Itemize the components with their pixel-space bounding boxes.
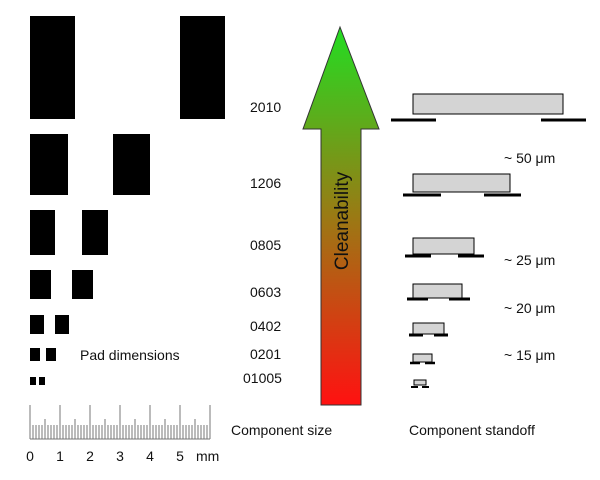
pad-left	[30, 16, 75, 119]
standoff-view-0603	[407, 283, 470, 301]
component-body	[412, 237, 475, 255]
standoff-values: ~ 50 μm ~ 25 μm ~ 20 μm ~ 15 μm	[504, 150, 555, 363]
standoff-value: ~ 15 μm	[504, 347, 555, 363]
pad-left	[30, 134, 68, 195]
standoff-view-2010	[391, 93, 586, 122]
component-size-label: Component size	[231, 422, 332, 438]
pad-footprints	[30, 16, 225, 385]
component-body	[412, 353, 433, 363]
standoff-view-1206	[403, 173, 521, 197]
component-body	[413, 379, 427, 386]
pad-dimensions-label: Pad dimensions	[80, 347, 180, 363]
size-label-0603: 0603	[250, 284, 281, 300]
standoff-view-01005	[411, 379, 429, 388]
pad-right	[180, 16, 225, 119]
pad-pair-0201	[30, 348, 56, 361]
pad-pair-0402	[30, 315, 69, 334]
standoff-view-0201	[410, 353, 435, 365]
pad-right	[82, 210, 108, 255]
pad-right	[72, 270, 93, 299]
size-label-0201: 0201	[250, 346, 281, 362]
pad-pair-0805	[30, 210, 108, 255]
component-body	[412, 283, 463, 299]
pad-left	[30, 315, 44, 334]
component-size-labels: 2010 1206 0805 0603 0402 0201 01005	[243, 99, 282, 386]
ruler-unit-label: mm	[196, 448, 219, 464]
size-label-01005: 01005	[243, 370, 282, 386]
standoff-value: ~ 50 μm	[504, 150, 555, 166]
component-body	[412, 93, 564, 115]
size-label-2010: 2010	[250, 99, 281, 115]
ruler-tick-label: 4	[146, 448, 154, 464]
standoff-value: ~ 25 μm	[504, 252, 555, 268]
pad-pair-01005	[30, 377, 45, 385]
ruler-tick-label: 2	[86, 448, 94, 464]
pad-left	[30, 270, 51, 299]
component-standoff-label: Component standoff	[409, 422, 535, 438]
standoff-views	[391, 93, 586, 388]
ruler-tick-label: 5	[176, 448, 184, 464]
size-label-0805: 0805	[250, 237, 281, 253]
pad-left	[30, 377, 36, 385]
standoff-view-0402	[409, 322, 448, 337]
size-label-0402: 0402	[250, 318, 281, 334]
pad-right	[55, 315, 69, 334]
ruler-tick-label: 3	[116, 448, 124, 464]
pad-left	[30, 348, 40, 361]
pad-left	[30, 210, 55, 255]
component-body	[412, 322, 445, 335]
ruler-labels: 0 1 2 3 4 5 mm	[26, 448, 219, 464]
ruler-tick-label: 1	[56, 448, 64, 464]
component-body	[412, 173, 511, 193]
pad-pair-2010	[30, 16, 225, 119]
pad-pair-1206	[30, 134, 150, 195]
pad-right	[39, 377, 45, 385]
cleanability-label: Cleanability	[332, 171, 353, 270]
ruler	[29, 405, 211, 440]
standoff-view-0805	[405, 237, 484, 258]
standoff-value: ~ 20 μm	[504, 300, 555, 316]
ruler-tick-label: 0	[26, 448, 34, 464]
pad-pair-0603	[30, 270, 93, 299]
pad-right	[46, 348, 56, 361]
cleanability-arrow	[302, 25, 380, 406]
size-label-1206: 1206	[250, 175, 281, 191]
pad-right	[113, 134, 150, 195]
